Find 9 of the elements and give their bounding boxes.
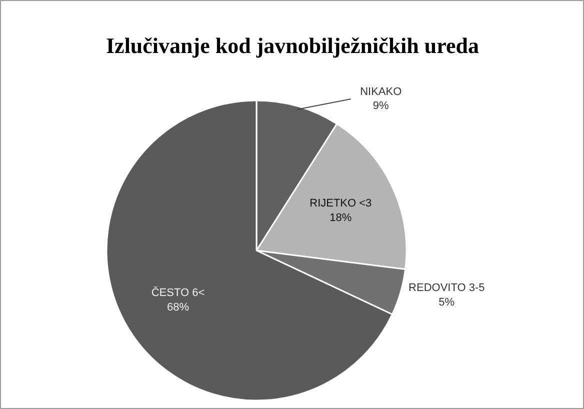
slice-label: NIKAKO [360,86,402,98]
slice-label: ČESTO 6< [151,286,205,300]
data-label: 18% [330,212,352,224]
data-label: 68% [166,302,190,314]
chart-title: Izlučivanje kod javnobilježničkih ureda [106,33,480,58]
slice-label: REDOVITO 3-5 [408,282,485,294]
data-label: 9% [372,100,390,112]
slice-label: RIJETKO <3 [310,198,372,210]
data-label: 5% [438,296,455,309]
